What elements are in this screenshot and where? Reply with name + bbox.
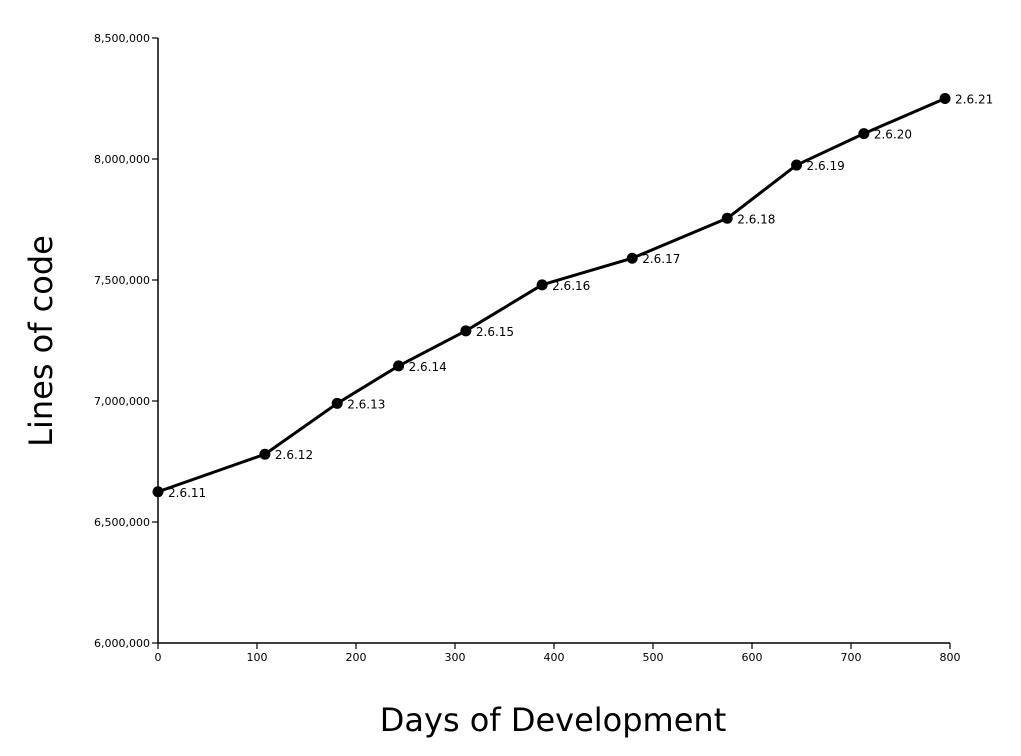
data-point [259, 448, 271, 460]
y-tick-label: 7,500,000 [94, 274, 150, 287]
data-point [721, 212, 733, 224]
y-axis-title: Lines of code [22, 235, 60, 447]
y-tick-label: 6,500,000 [94, 516, 150, 529]
data-point-label: 2.6.19 [807, 159, 845, 173]
data-point-label: 2.6.13 [347, 397, 385, 411]
axes [157, 38, 950, 644]
data-point [626, 252, 638, 264]
y-ticks: 6,000,000 6,500,000 7,000,000 7,500,000 8,00… [94, 32, 158, 650]
x-tick-label: 800 [940, 651, 961, 664]
data-point-label: 2.6.16 [552, 279, 590, 293]
data-point [536, 279, 548, 291]
x-tick-label: 500 [643, 651, 664, 664]
data-point [331, 397, 343, 409]
x-tick-label: 600 [742, 651, 763, 664]
series-line [157, 97, 946, 494]
x-ticks: 0 100 200 300 400 500 600 700 800 [155, 643, 961, 664]
y-tick-label: 6,000,000 [94, 637, 150, 650]
data-point-label: 2.6.12 [275, 448, 313, 462]
x-axis-title: Days of Development [380, 701, 726, 739]
y-tick-label: 8,500,000 [94, 32, 150, 45]
data-point-label: 2.6.20 [874, 128, 912, 142]
data-point-label: 2.6.11 [168, 486, 206, 500]
data-point [460, 325, 472, 337]
x-tick-label: 200 [346, 651, 367, 664]
data-point-label: 2.6.15 [476, 325, 514, 339]
x-tick-label: 0 [155, 651, 162, 664]
data-point [858, 128, 870, 140]
data-point [939, 93, 951, 104]
data-point-label: 2.6.17 [642, 252, 680, 266]
x-tick-label: 300 [445, 651, 466, 664]
x-tick-label: 700 [841, 651, 862, 664]
data-point-label: 2.6.14 [409, 360, 447, 374]
x-tick-label: 400 [544, 651, 565, 664]
data-point-label: 2.6.21 [955, 93, 993, 107]
y-tick-label: 7,000,000 [94, 395, 150, 408]
y-tick-label: 8,000,000 [94, 153, 150, 166]
data-point [393, 360, 405, 372]
series: 2.6.11 2.6.12 2.6.13 2.6.14 2.6.15 2.6.16 2.6.… [152, 93, 993, 500]
data-point [791, 159, 803, 171]
x-tick-label: 100 [247, 651, 268, 664]
data-point [152, 486, 164, 498]
data-point-label: 2.6.18 [737, 212, 775, 226]
